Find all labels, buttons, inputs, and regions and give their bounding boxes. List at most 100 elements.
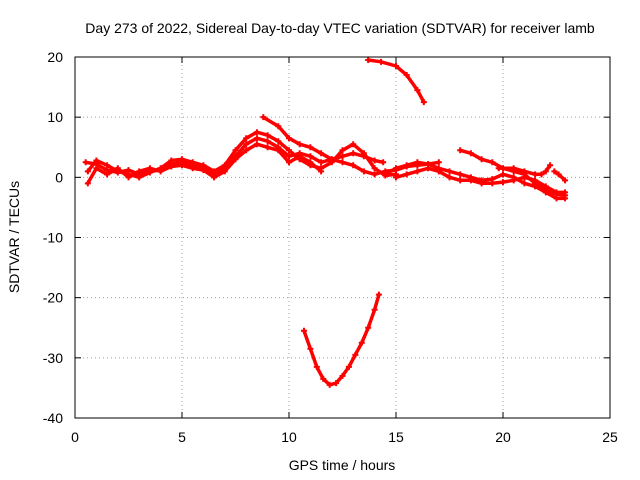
data-point xyxy=(296,153,303,160)
data-point xyxy=(562,177,569,184)
x-tick-label: 0 xyxy=(71,429,79,445)
data-point xyxy=(500,179,506,186)
data-point xyxy=(365,57,372,64)
data-point xyxy=(371,157,378,164)
data-point xyxy=(467,150,474,157)
data-point xyxy=(189,165,196,172)
data-point xyxy=(264,144,271,151)
data-point xyxy=(326,381,333,388)
data-point xyxy=(243,135,250,142)
data-point xyxy=(104,171,111,178)
data-point xyxy=(457,171,464,178)
data-point xyxy=(260,114,267,121)
data-point xyxy=(435,168,442,175)
data-point xyxy=(360,168,367,175)
data-point xyxy=(275,138,282,145)
data-point xyxy=(313,363,320,370)
data-point xyxy=(211,174,218,181)
data-point xyxy=(358,339,365,346)
data-point xyxy=(371,171,378,178)
data-point xyxy=(189,159,196,166)
data-point xyxy=(243,141,250,148)
data-point xyxy=(253,141,260,148)
x-tick-label: 20 xyxy=(495,429,511,445)
y-tick-label: 10 xyxy=(47,109,63,125)
data-point xyxy=(467,177,474,184)
data-point xyxy=(414,87,421,94)
data-point xyxy=(393,63,399,70)
data-point xyxy=(286,159,292,166)
data-point xyxy=(457,177,464,184)
chart-title: Day 273 of 2022, Sidereal Day-to-day VTE… xyxy=(85,20,595,36)
data-point xyxy=(393,165,399,172)
data-point xyxy=(179,156,185,163)
data-point xyxy=(221,168,228,175)
data-point xyxy=(403,171,410,178)
y-axis-label: SDTVAR / TECUs xyxy=(6,181,22,293)
x-axis-label: GPS time / hours xyxy=(289,457,396,473)
data-point xyxy=(84,168,91,175)
data-point xyxy=(489,180,496,187)
data-point xyxy=(339,372,346,379)
data-point xyxy=(489,159,496,166)
data-point xyxy=(478,180,485,187)
data-point xyxy=(360,153,367,160)
data-point xyxy=(318,150,325,157)
data-point xyxy=(510,165,517,172)
data-point xyxy=(328,156,335,163)
data-point xyxy=(232,156,239,163)
data-point xyxy=(510,177,517,184)
data-point xyxy=(300,327,307,334)
data-point xyxy=(532,180,539,187)
data-point xyxy=(286,135,292,142)
x-tick-label: 5 xyxy=(178,429,186,445)
data-point xyxy=(84,180,91,187)
data-point xyxy=(551,168,558,175)
data-point xyxy=(93,157,100,164)
x-tick-label: 10 xyxy=(281,429,297,445)
data-point xyxy=(307,153,314,160)
data-point xyxy=(350,141,357,148)
data-point xyxy=(375,291,382,298)
data-point xyxy=(371,306,378,313)
y-tick-label: 0 xyxy=(55,169,63,185)
data-point xyxy=(307,144,314,151)
y-tick-labels: -40 -30 -20 -10 0 10 20 xyxy=(43,49,63,426)
x-tick-label: 25 xyxy=(602,429,618,445)
data-point xyxy=(352,351,359,358)
data-point xyxy=(382,171,389,178)
data-point xyxy=(318,159,325,166)
data-point xyxy=(420,99,427,106)
data-point xyxy=(345,363,352,370)
data-point xyxy=(435,159,442,166)
data-point xyxy=(403,162,410,169)
data-point xyxy=(136,174,143,181)
data-point xyxy=(179,162,185,169)
data-point xyxy=(532,171,539,178)
data-point xyxy=(547,162,554,169)
data-point xyxy=(393,174,399,181)
series-line-arc-11 xyxy=(302,292,381,387)
data-point xyxy=(371,165,378,172)
data-point xyxy=(380,159,387,166)
data-point xyxy=(457,147,464,154)
data-point xyxy=(211,168,218,175)
x-tick-label: 15 xyxy=(388,429,404,445)
data-point xyxy=(555,171,562,178)
data-point xyxy=(253,135,260,142)
data-point xyxy=(521,180,528,187)
y-tick-label: -30 xyxy=(43,350,63,366)
data-point xyxy=(350,162,357,169)
data-point xyxy=(553,191,560,198)
data-point xyxy=(350,150,357,157)
data-point xyxy=(339,153,346,160)
data-point xyxy=(320,375,327,382)
data-point xyxy=(104,162,111,169)
data-point xyxy=(425,165,432,172)
data-point xyxy=(403,72,410,79)
data-point xyxy=(275,123,282,130)
data-point xyxy=(264,138,271,145)
data-point xyxy=(542,168,549,175)
data-point xyxy=(286,147,292,154)
